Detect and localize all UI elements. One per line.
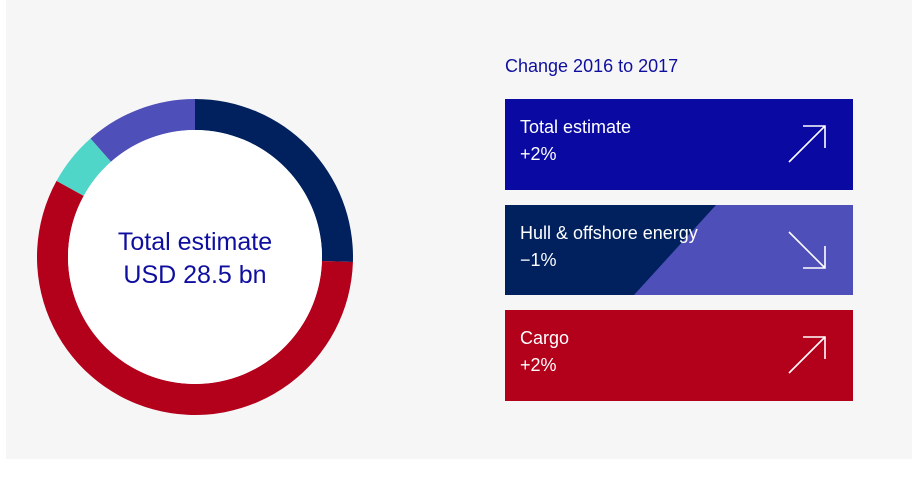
- card-value: +2%: [520, 355, 557, 375]
- donut-slice-4: [90, 99, 195, 162]
- arrow-up-right-icon: [788, 336, 826, 374]
- donut-slice-2: [37, 180, 353, 415]
- card-label: Cargo: [520, 328, 570, 348]
- card-value: +2%: [520, 144, 557, 164]
- center-label-line2: USD 28.5 bn: [123, 261, 267, 289]
- donut-slice-1: [195, 99, 354, 262]
- card-hull-offshore: Hull & offshore energy −1%: [505, 205, 853, 295]
- card-label: Total estimate: [520, 117, 632, 137]
- card-label: Hull & offshore energy: [520, 223, 698, 243]
- donut-center-label: Total estimate USD 28.5 bn: [75, 226, 315, 292]
- change-title: Change 2016 to 2017: [505, 56, 679, 76]
- donut-slice-3: [56, 138, 112, 196]
- donut-hole: [68, 130, 322, 384]
- card-total-estimate: Total estimate +2%: [505, 99, 853, 190]
- card-split-background: [505, 205, 853, 295]
- center-label-line1: Total estimate: [117, 228, 273, 256]
- arrow-down-right-icon: [788, 231, 826, 269]
- arrow-up-right-icon: [788, 125, 826, 163]
- card-value: −1%: [520, 250, 557, 270]
- card-cargo: Cargo +2%: [505, 310, 853, 401]
